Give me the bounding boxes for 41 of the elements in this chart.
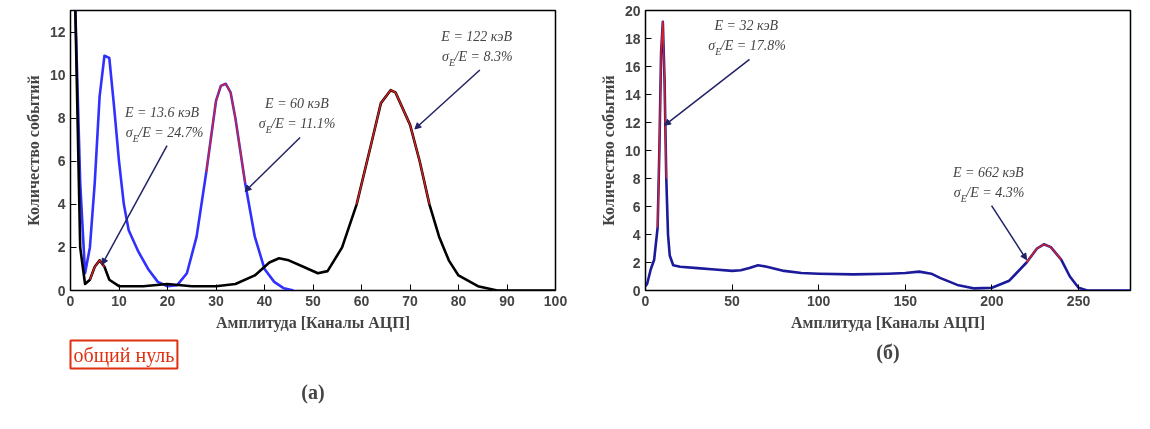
x-tick-label: 20: [159, 292, 176, 309]
x-tick-label: 10: [111, 292, 127, 309]
y-tick-label: 10: [49, 67, 66, 84]
x-tick-label: 250: [1066, 292, 1091, 309]
y-axis-title: Количество событий: [599, 75, 617, 226]
x-tick-label: 40: [256, 292, 273, 309]
text: (б): [876, 340, 900, 364]
x-tick-label: 50: [305, 292, 321, 309]
text: общий нуль: [73, 343, 175, 367]
y-tick-label: 12: [49, 24, 66, 41]
x-tick-label: 200: [980, 292, 1004, 309]
y-tick-label: 4: [57, 196, 66, 213]
y-tick-label: 20: [624, 2, 641, 19]
x-axis-title: Амплитуда [Каналы АЦП]: [791, 313, 985, 332]
x-tick-label: 150: [893, 292, 918, 309]
line-series: [355, 89, 431, 206]
line-series: [205, 83, 246, 184]
y-tick-label: 12: [624, 114, 641, 131]
text: (а): [301, 380, 325, 404]
y-axis-title: Количество событий: [24, 75, 42, 226]
y-tick-label: 16: [624, 58, 641, 75]
x-axis-title: Амплитуда [Каналы АЦП]: [216, 313, 410, 332]
y-tick-label: 10: [624, 142, 641, 159]
x-tick-label: 70: [402, 292, 418, 309]
y-tick-label: 14: [624, 86, 641, 103]
x-tick-label: 60: [353, 292, 370, 309]
y-tick-label: 18: [624, 30, 641, 47]
x-tick-label: 100: [807, 292, 831, 309]
x-tick-label: 90: [499, 292, 515, 309]
line-series: [656, 21, 667, 229]
y-tick-label: 6: [57, 153, 66, 170]
y-tick-label: 4: [632, 226, 641, 243]
y-tick-label: 2: [632, 254, 641, 271]
x-tick-label: 50: [724, 292, 741, 309]
x-tick-label: 80: [450, 292, 467, 309]
y-tick-label: 6: [632, 198, 641, 215]
x-tick-label: 30: [208, 292, 224, 309]
y-tick-label: 8: [57, 110, 66, 127]
x-tick-label: 100: [543, 292, 568, 309]
y-tick-label: 2: [57, 239, 66, 256]
y-tick-label: 8: [632, 170, 641, 187]
